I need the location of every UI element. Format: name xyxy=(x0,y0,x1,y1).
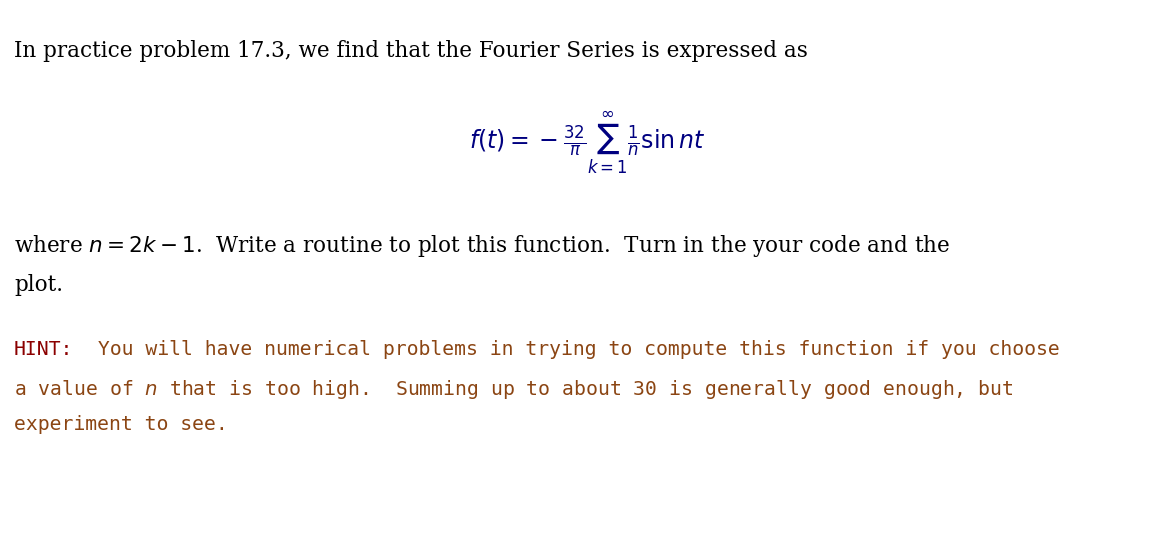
Text: $f(t) = -\frac{32}{\pi} \sum_{k=1}^{\infty} \frac{1}{n} \sin nt$: $f(t) = -\frac{32}{\pi} \sum_{k=1}^{\inf… xyxy=(468,110,706,176)
Text: experiment to see.: experiment to see. xyxy=(14,415,228,434)
Text: In practice problem 17.3, we find that the Fourier Series is expressed as: In practice problem 17.3, we find that t… xyxy=(14,40,808,62)
Text: a value of $n$ that is too high.  Summing up to about 30 is generally good enoug: a value of $n$ that is too high. Summing… xyxy=(14,378,1013,401)
Text: HINT:: HINT: xyxy=(14,340,74,359)
Text: You will have numerical problems in trying to compute this function if you choos: You will have numerical problems in tryi… xyxy=(86,340,1059,359)
Text: where $n = 2k - 1$.  Write a routine to plot this function.  Turn in the your co: where $n = 2k - 1$. Write a routine to p… xyxy=(14,233,951,259)
Text: plot.: plot. xyxy=(14,274,63,296)
